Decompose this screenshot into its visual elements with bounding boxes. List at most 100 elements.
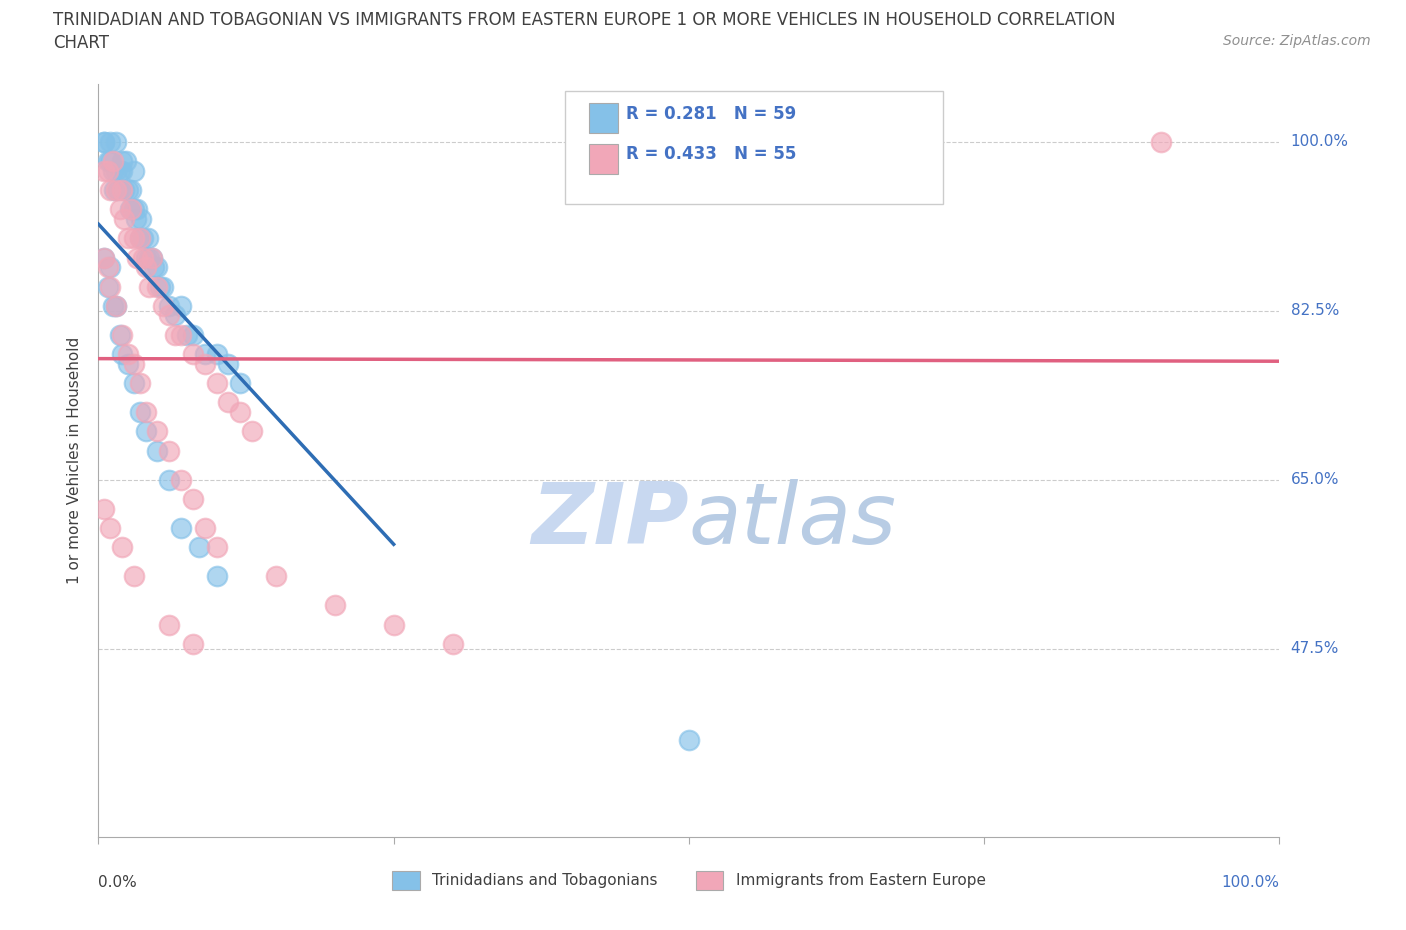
Point xyxy=(181,636,204,651)
Point xyxy=(93,134,115,149)
Point xyxy=(122,202,145,217)
Point xyxy=(117,356,139,371)
Point xyxy=(105,163,128,178)
Point xyxy=(98,134,121,149)
Point xyxy=(108,202,131,217)
FancyBboxPatch shape xyxy=(589,102,619,133)
Point xyxy=(205,569,228,584)
Point xyxy=(111,539,134,554)
Point xyxy=(141,250,163,265)
Point xyxy=(112,182,135,197)
Point xyxy=(108,327,131,342)
Point xyxy=(205,347,228,362)
Point xyxy=(132,250,155,265)
Point xyxy=(176,327,198,342)
Point xyxy=(122,569,145,584)
Point xyxy=(97,153,120,168)
Point xyxy=(111,163,134,178)
Point xyxy=(205,539,228,554)
Point xyxy=(105,182,128,197)
Point xyxy=(112,211,135,226)
Point xyxy=(217,356,239,371)
Point xyxy=(152,279,174,294)
Text: TRINIDADIAN AND TOBAGONIAN VS IMMIGRANTS FROM EASTERN EUROPE 1 OR MORE VEHICLES : TRINIDADIAN AND TOBAGONIAN VS IMMIGRANTS… xyxy=(53,11,1116,29)
Point xyxy=(128,405,150,419)
FancyBboxPatch shape xyxy=(565,91,943,205)
Point xyxy=(170,521,193,536)
Point xyxy=(229,405,252,419)
Point xyxy=(105,134,128,149)
Point xyxy=(128,231,150,246)
Point xyxy=(122,231,145,246)
Text: CHART: CHART xyxy=(53,34,110,52)
Y-axis label: 1 or more Vehicles in Household: 1 or more Vehicles in Household xyxy=(67,337,83,584)
Point xyxy=(157,444,180,458)
Point xyxy=(101,153,124,168)
Point xyxy=(127,250,149,265)
Point xyxy=(108,163,131,178)
FancyBboxPatch shape xyxy=(589,144,619,174)
Text: Source: ZipAtlas.com: Source: ZipAtlas.com xyxy=(1223,34,1371,48)
Point xyxy=(181,327,204,342)
Point xyxy=(187,539,209,554)
Point xyxy=(117,347,139,362)
Point xyxy=(111,153,134,168)
Text: 82.5%: 82.5% xyxy=(1291,303,1339,318)
Point xyxy=(93,501,115,516)
Point xyxy=(98,259,121,274)
Point xyxy=(264,569,287,584)
Point xyxy=(170,327,193,342)
Point xyxy=(165,308,187,323)
Point xyxy=(149,279,172,294)
Point xyxy=(146,424,169,439)
Text: 65.0%: 65.0% xyxy=(1291,472,1339,487)
Point xyxy=(98,521,121,536)
Point xyxy=(194,347,217,362)
Point xyxy=(111,347,134,362)
Point xyxy=(146,444,169,458)
Point xyxy=(121,202,143,217)
Point xyxy=(138,250,160,265)
Point xyxy=(97,163,120,178)
Point xyxy=(229,376,252,391)
Point xyxy=(125,211,148,226)
Point xyxy=(98,279,121,294)
Point xyxy=(141,250,163,265)
Text: 100.0%: 100.0% xyxy=(1222,874,1279,890)
Point xyxy=(101,163,124,178)
Point xyxy=(117,182,139,197)
Point xyxy=(117,231,139,246)
Point xyxy=(132,231,155,246)
Point xyxy=(135,250,157,265)
Point xyxy=(135,405,157,419)
Point xyxy=(217,395,239,410)
Point xyxy=(127,202,149,217)
Point xyxy=(165,327,187,342)
Text: 47.5%: 47.5% xyxy=(1291,641,1339,657)
Point xyxy=(240,424,263,439)
Point xyxy=(142,259,165,274)
Point xyxy=(181,347,204,362)
Text: 100.0%: 100.0% xyxy=(1291,134,1348,149)
Point xyxy=(101,299,124,313)
Point xyxy=(107,182,129,197)
Point xyxy=(678,733,700,748)
Point xyxy=(323,598,346,613)
Point xyxy=(157,308,180,323)
Point xyxy=(121,182,143,197)
Point xyxy=(136,231,159,246)
Point xyxy=(146,259,169,274)
Point xyxy=(103,182,125,197)
Point xyxy=(194,521,217,536)
Point xyxy=(105,299,128,313)
Point xyxy=(135,424,157,439)
Point xyxy=(157,618,180,632)
Point xyxy=(105,299,128,313)
Point xyxy=(128,376,150,391)
Point xyxy=(170,472,193,487)
Point xyxy=(122,163,145,178)
Point xyxy=(135,259,157,274)
Point xyxy=(98,153,121,168)
Text: R = 0.433   N = 55: R = 0.433 N = 55 xyxy=(626,145,797,163)
Point xyxy=(97,279,120,294)
